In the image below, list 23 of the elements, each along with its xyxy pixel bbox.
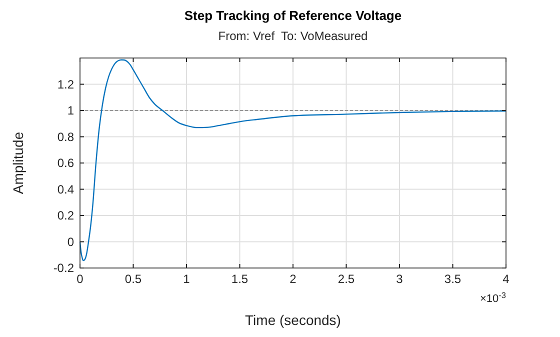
y-tick-label: 1.2 xyxy=(57,77,74,92)
text: ×10$^{-3}$ xyxy=(480,290,506,305)
x-axis-title: Time (seconds) xyxy=(245,312,341,328)
x-tick-label: 2 xyxy=(290,272,297,286)
x-tick-label: 3.5 xyxy=(444,272,462,286)
x-tick-label: 0.5 xyxy=(124,272,142,286)
x-tick-label: 0 xyxy=(76,272,84,286)
y-tick-label: 0.2 xyxy=(57,208,74,222)
x-tick-label: 1.5 xyxy=(231,272,248,286)
y-tick-label: 0 xyxy=(67,234,74,249)
x-tick-label: 1 xyxy=(183,272,190,286)
y-tick-label: 1 xyxy=(67,104,74,118)
x-tick-label: 3 xyxy=(396,272,404,286)
y-axis-title: Amplitude xyxy=(10,132,26,194)
x-tick-label: 4 xyxy=(502,272,510,286)
y-tick-label: -0.2 xyxy=(53,261,74,275)
chart-subtitle: From: Vref To: VoMeasured xyxy=(218,29,368,43)
y-tick-label: 0.6 xyxy=(57,156,74,170)
line-series xyxy=(79,59,507,262)
x-tick-label: 2.5 xyxy=(338,272,355,286)
chart-title: Step Tracking of Reference Voltage xyxy=(184,8,402,23)
y-tick-label: 0.4 xyxy=(57,182,74,196)
y-tick-label: 0.8 xyxy=(57,130,74,144)
